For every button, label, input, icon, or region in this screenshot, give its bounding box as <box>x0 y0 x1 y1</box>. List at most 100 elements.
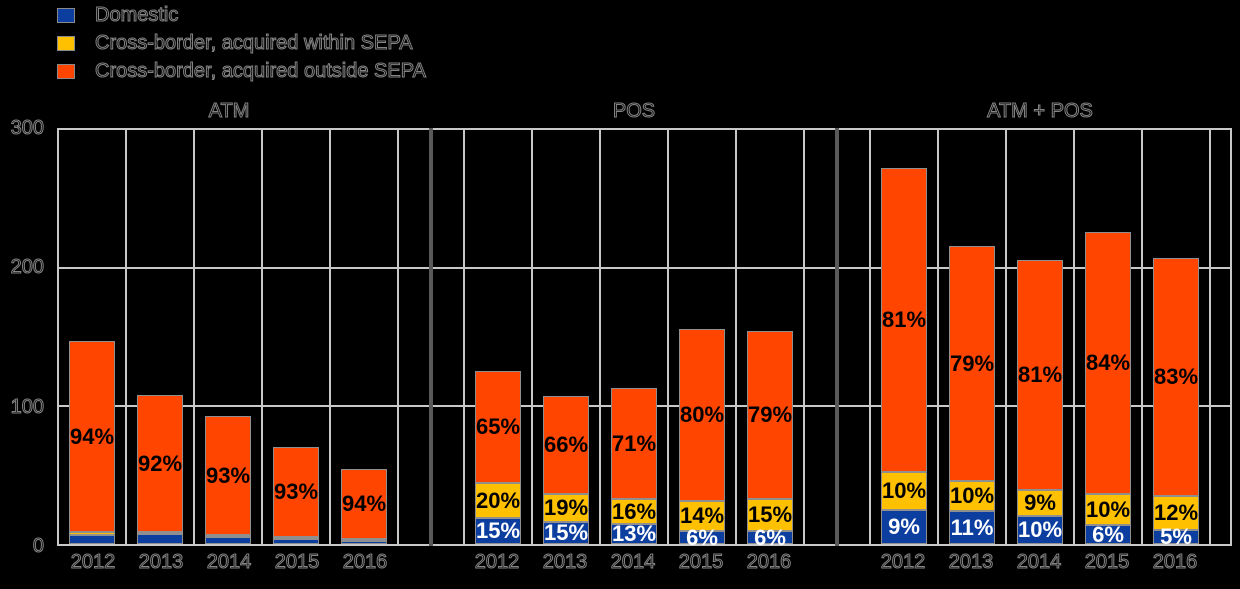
bar-segment-within-sepa: 10% <box>881 472 927 510</box>
legend-label: Cross-border, acquired outside SEPA <box>95 60 427 83</box>
bar-segment-within-sepa <box>137 532 183 534</box>
bar-percent-label: 83% <box>1153 364 1199 389</box>
bar-percent-label: 81% <box>1017 362 1063 387</box>
bar-percent-label: 13% <box>611 521 657 546</box>
legend-label: Domestic <box>94 4 179 27</box>
bar-segment-within-sepa: 15% <box>747 499 793 531</box>
year-label: 2014 <box>610 551 656 574</box>
bar-segment-domestic: 15% <box>475 518 521 544</box>
year-label: 2012 <box>70 551 116 574</box>
x-gap <box>399 551 463 573</box>
x-gap <box>805 551 869 573</box>
bar-segment-domestic: 5% <box>1153 526 1199 548</box>
legend-item-domestic: Domestic <box>57 3 426 27</box>
bar-segment-within-sepa: 19% <box>543 494 589 522</box>
bar-segment-outside-sepa: 65% <box>475 371 521 483</box>
bar-percent-label: 10% <box>881 478 927 503</box>
panel-year-labels: 2012 2013 2014 2015 2016 <box>869 551 1211 574</box>
y-axis-tick-100: 100 <box>10 396 44 419</box>
year-label: 2016 <box>1152 551 1198 574</box>
bar-percent-label: 9% <box>888 514 920 539</box>
x-axis-labels: 2012 2013 2014 2015 2016 2012 2013 2014 2015 2016… <box>59 551 1211 574</box>
bar-segment-within-sepa: 12% <box>1153 496 1199 530</box>
stacked-bar: 93% <box>273 447 319 544</box>
bar-segment-domestic: 13% <box>611 521 657 546</box>
bar-segment-domestic: 9% <box>881 510 927 544</box>
bar-segment-outside-sepa: 94% <box>341 469 387 539</box>
panel-title: POS <box>612 100 656 123</box>
year-label: 2012 <box>474 551 520 574</box>
bar-percent-label: 11% <box>950 514 994 540</box>
bar-percent-label: 19% <box>543 495 589 520</box>
bar-segment-outside-sepa: 84% <box>1085 232 1131 494</box>
bar-percent-label: 15% <box>475 518 521 543</box>
bar-percent-label: 20% <box>475 487 521 513</box>
panel-header: ATM + POS <box>869 100 1211 123</box>
bar-percent-label: 81% <box>881 307 927 332</box>
panel-year-labels: 2012 2013 2014 2015 2016 <box>59 551 399 574</box>
bar-percent-label: 93% <box>273 479 319 504</box>
stacked-bar: 84% 10% 6% <box>1085 232 1131 547</box>
chart-legend: Domestic Cross-border, acquired within S… <box>57 3 426 87</box>
panel-columns: 65% 20% 15% 66% 19% 15% 71% 16% 13% 80% 14% 6% 79% 15… <box>463 130 805 548</box>
bar-segment-outside-sepa: 94% <box>69 341 115 532</box>
grid-column: 66% 19% 15% <box>533 130 601 544</box>
plot-columns: 94% 92% 93% 93% 94% 65% 20% 15% 66% 19% 15% 71% 16% 1… <box>59 128 1230 548</box>
bar-segment-outside-sepa: 81% <box>881 168 927 472</box>
bar-segment-domestic <box>273 539 319 544</box>
bar-segment-domestic <box>137 534 183 544</box>
year-label: 2013 <box>138 551 184 574</box>
bar-percent-label: 93% <box>205 462 251 488</box>
panel-title: ATM <box>208 100 250 123</box>
bar-percent-label: 6% <box>1092 521 1124 547</box>
year-label: 2016 <box>746 551 792 574</box>
bar-segment-outside-sepa: 81% <box>1017 260 1063 490</box>
stacked-bar: 83% 12% 5% <box>1153 258 1199 548</box>
stacked-bar: 65% 20% 15% <box>475 371 521 544</box>
year-label: 2013 <box>948 551 994 574</box>
panel-separator <box>835 128 839 546</box>
bar-segment-outside-sepa: 92% <box>137 395 183 532</box>
grid-column: 81% 10% 9% <box>871 130 939 544</box>
bar-segment-within-sepa: 20% <box>475 483 521 518</box>
bar-segment-domestic: 11% <box>949 511 995 544</box>
bar-segment-domestic: 10% <box>1017 516 1063 544</box>
bar-percent-label: 92% <box>137 450 183 476</box>
bar-percent-label: 71% <box>611 430 657 456</box>
bar-segment-domestic: 6% <box>1085 521 1131 547</box>
bar-segment-within-sepa <box>341 539 387 541</box>
panel-separator <box>429 128 433 546</box>
grid-column: 94% <box>59 130 127 544</box>
stacked-bar: 81% 10% 9% <box>881 168 927 544</box>
bar-segment-domestic <box>205 537 251 544</box>
bar-segment-outside-sepa: 80% <box>679 329 725 501</box>
stacked-bar: 66% 19% 15% <box>543 396 589 544</box>
stacked-bar: 79% 15% 6% <box>747 331 793 548</box>
year-label: 2015 <box>1084 551 1130 574</box>
stacked-bar: 79% 10% 11% <box>949 246 995 544</box>
panel-title: ATM + POS <box>987 100 1094 123</box>
bar-percent-label: 16% <box>611 498 657 524</box>
legend-swatch-within-sepa-icon <box>57 35 75 51</box>
grid-column: 80% 14% 6% <box>669 130 737 548</box>
panel-columns: 81% 10% 9% 79% 10% 11% 81% 9% 10% 84% 10% 6% 83% 12% 5… <box>869 130 1211 548</box>
grid-column: 93% <box>195 130 263 544</box>
bar-segment-within-sepa: 10% <box>949 481 995 511</box>
panel-columns: 94% 92% 93% 93% 94% <box>59 130 399 544</box>
stacked-bar: 93% <box>205 416 251 544</box>
bar-segment-within-sepa <box>69 532 115 535</box>
grid-column: 81% 9% 10% <box>1007 130 1075 544</box>
panel-header: ATM <box>59 100 399 123</box>
panel-year-labels: 2012 2013 2014 2015 2016 <box>463 551 805 574</box>
bar-segment-outside-sepa: 93% <box>205 416 251 535</box>
year-label: 2014 <box>1016 551 1062 574</box>
header-gap <box>399 100 463 122</box>
legend-swatch-outside-sepa-icon <box>57 63 75 79</box>
y-axis-tick-0: 0 <box>32 535 44 558</box>
bar-percent-label: 5% <box>1160 524 1192 549</box>
panel-gap <box>805 128 869 546</box>
y-axis-tick-200: 200 <box>10 256 44 279</box>
stacked-bar: 94% <box>69 341 115 544</box>
bar-segment-domestic: 6% <box>747 526 793 548</box>
